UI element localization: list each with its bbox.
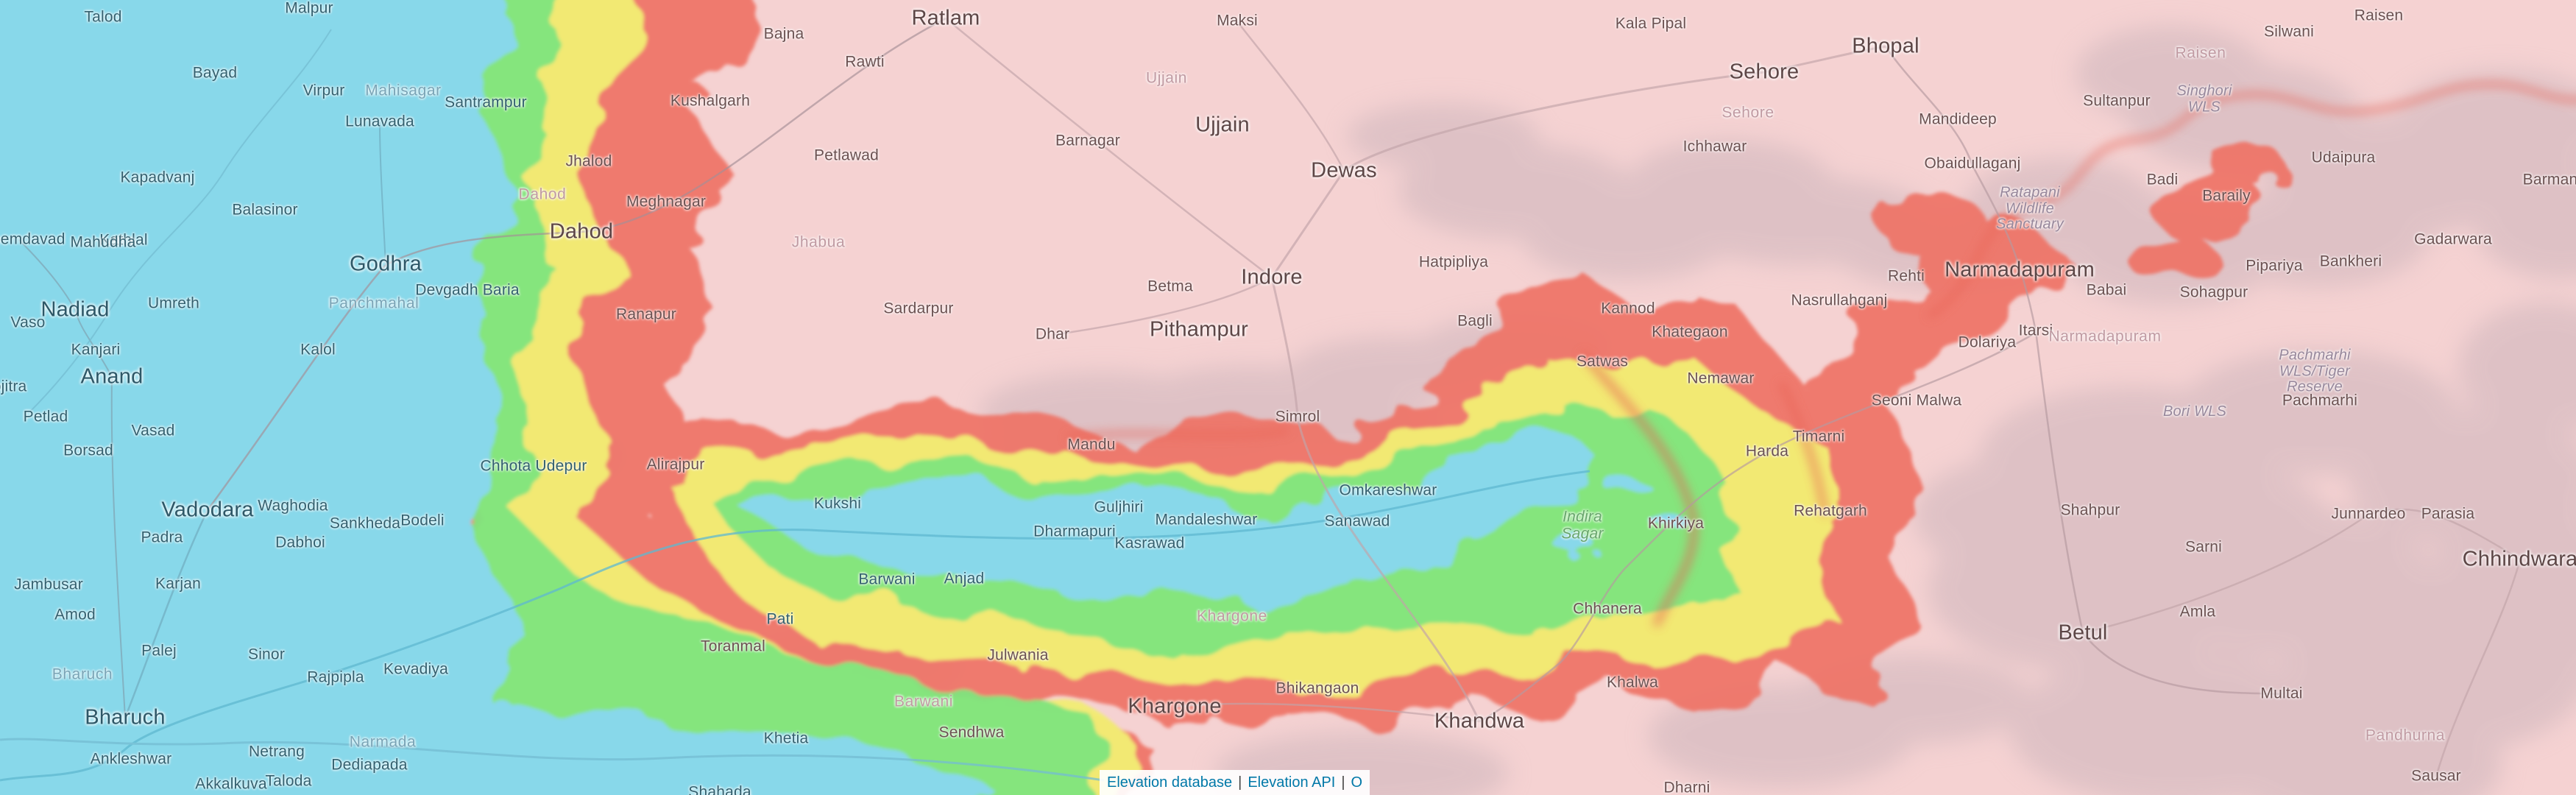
attribution-bar: Elevation database | Elevation API | O	[1100, 770, 1370, 795]
ridge-accents	[1066, 82, 2576, 627]
attribution-link-elevation-api[interactable]: Elevation API	[1248, 774, 1336, 791]
attribution-link-elevation-database[interactable]: Elevation database	[1107, 774, 1233, 791]
attribution-separator: |	[1238, 774, 1242, 791]
attribution-link-clipped[interactable]: O	[1351, 774, 1363, 791]
roads-layer	[18, 17, 2522, 777]
rivers-layer	[0, 29, 1590, 782]
attribution-separator: |	[1341, 774, 1345, 791]
